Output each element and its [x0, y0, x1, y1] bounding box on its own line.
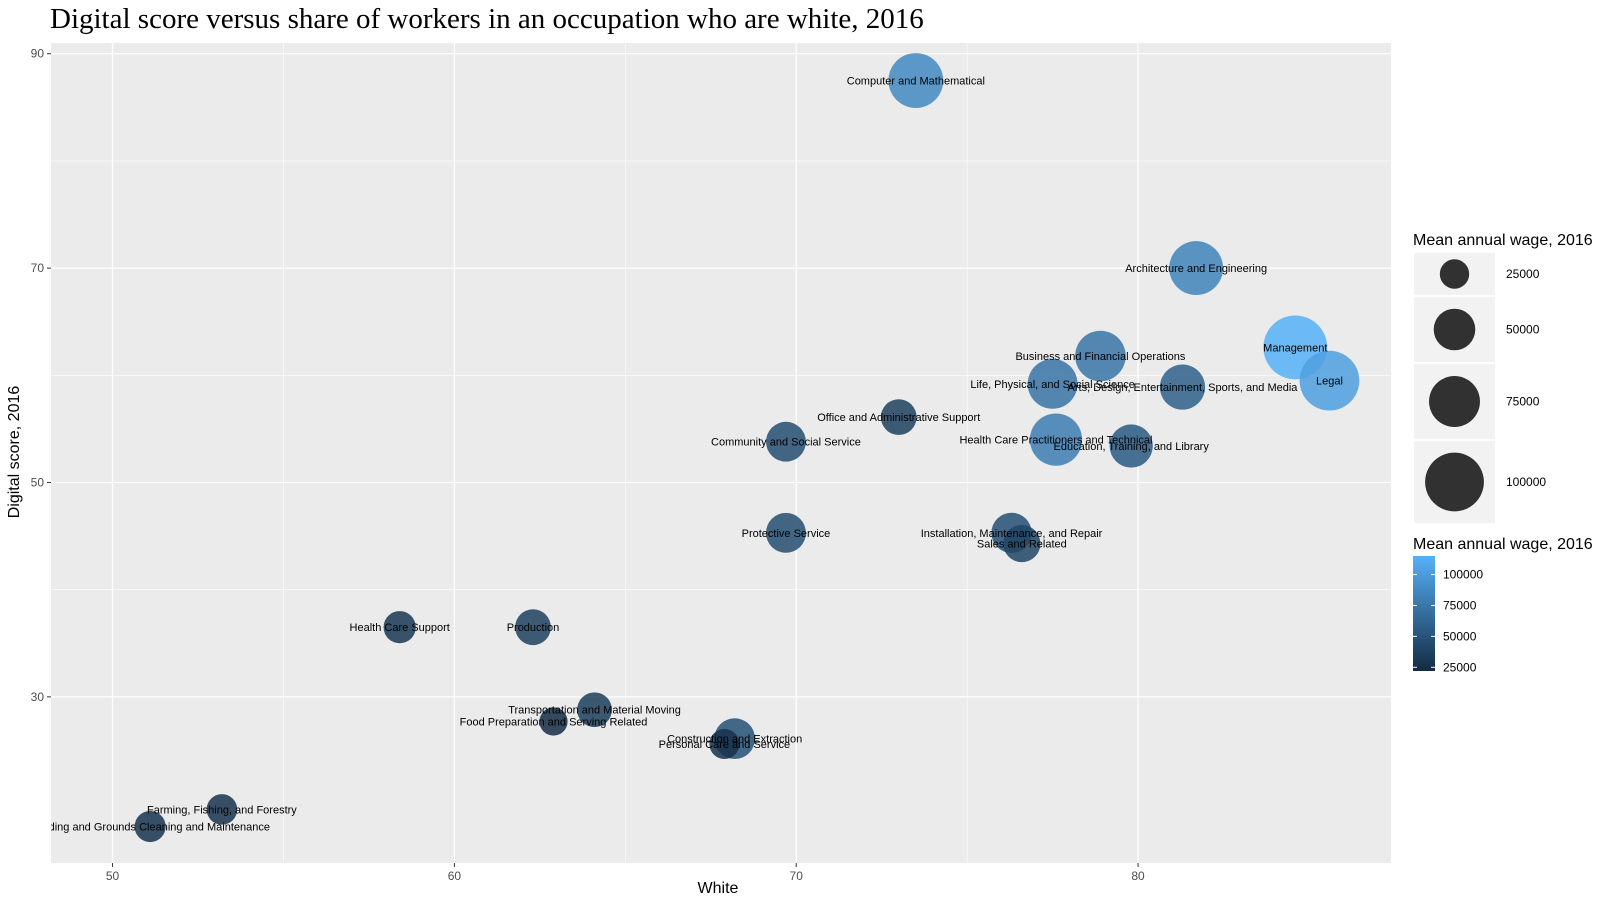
y-axis-title: Digital score, 2016 [6, 386, 23, 519]
color-legend: Mean annual wage, 2016 100000 75000 50000 2… [1413, 536, 1593, 674]
size-legend-circle [1439, 259, 1470, 289]
data-point-label: Production [507, 622, 560, 634]
data-points [134, 53, 1360, 843]
data-point-label: Legal [1316, 376, 1343, 388]
size-legend-circle [1425, 452, 1484, 512]
y-tick-label: 90 [31, 47, 45, 61]
y-tick-label: 70 [31, 261, 45, 275]
size-legend-circle [1429, 376, 1480, 427]
x-tick-label: 50 [106, 869, 120, 883]
x-tick-label: 70 [790, 869, 804, 883]
y-tick-label: 30 [31, 690, 45, 704]
data-point [1159, 364, 1206, 410]
data-point-label: Community and Social Service [711, 437, 861, 449]
x-tick-label: 60 [448, 869, 462, 883]
data-point [1029, 413, 1083, 466]
data-point [539, 707, 568, 736]
data-point [134, 810, 166, 843]
data-point-label: Architecture and Engineering [1125, 263, 1267, 275]
data-point-label: Education, Training, and Library [1054, 441, 1210, 453]
x-axis: 50 60 70 80 [106, 863, 1145, 883]
data-point [888, 53, 944, 108]
data-point [880, 399, 917, 435]
y-tick-label: 50 [31, 475, 45, 489]
chart-title: Digital score versus share of workers in… [50, 3, 924, 35]
data-point-label: Health Care Support [350, 622, 450, 634]
data-point-label: Computer and Mathematical [847, 76, 985, 88]
size-legend-title: Mean annual wage, 2016 [1413, 232, 1593, 249]
color-legend-label: 25000 [1443, 660, 1477, 674]
data-point-label: Transportation and Material Moving [508, 705, 681, 717]
data-point-label: Office and Administrative Support [817, 412, 980, 424]
data-point [383, 611, 416, 644]
color-legend-title: Mean annual wage, 2016 [1413, 536, 1593, 553]
data-point [1299, 350, 1360, 411]
data-point [1003, 524, 1041, 563]
data-point-label: Protective Service [742, 528, 831, 540]
point-labels: Computer and Mathematical Architecture an… [30, 76, 1343, 834]
data-point-label: Food Preparation and Serving Related [460, 717, 648, 729]
data-point-label: Health Care Practitioners and Technical [959, 435, 1152, 447]
color-legend-bar [1413, 556, 1435, 671]
data-point-label: Building and Grounds Cleaning and Mainte… [30, 822, 270, 834]
color-legend-label: 50000 [1443, 629, 1477, 643]
data-point-label: Life, Physical, and Social Science [970, 379, 1134, 391]
size-legend-circle [1433, 308, 1476, 351]
data-point-label: Personal Care and Service [659, 739, 790, 751]
x-tick-label: 80 [1131, 869, 1145, 883]
size-legend-label: 25000 [1506, 267, 1540, 281]
y-axis: 30 50 70 90 [31, 47, 51, 704]
size-legend-label: 50000 [1506, 323, 1540, 337]
data-point [1027, 358, 1078, 409]
data-point-label: Management [1263, 342, 1327, 354]
data-point [1075, 330, 1126, 382]
data-point [577, 692, 612, 728]
color-legend-label: 100000 [1443, 568, 1483, 582]
data-point-label: Construction and Extraction [667, 734, 802, 746]
data-point [1109, 424, 1153, 468]
data-point [709, 729, 740, 760]
data-point [766, 421, 806, 462]
data-point-label: Arts, Design, Entertainment, Sports, and… [1068, 382, 1299, 394]
size-legend-label: 75000 [1506, 395, 1540, 409]
data-point [766, 512, 806, 553]
data-point-label: Installation, Maintenance, and Repair [921, 528, 1103, 540]
data-point-label: Farming, Fishing, and Forestry [147, 804, 297, 816]
size-legend-label: 100000 [1506, 475, 1546, 489]
data-point-label: Sales and Related [977, 539, 1067, 551]
data-point [515, 609, 551, 646]
x-axis-title: White [698, 880, 739, 897]
data-point [1169, 241, 1224, 296]
data-point-label: Business and Financial Operations [1015, 351, 1185, 363]
size-legend: Mean annual wage, 2016 25000 50000 75000 10… [1412, 232, 1593, 525]
data-point [206, 794, 238, 825]
color-legend-label: 75000 [1443, 598, 1477, 612]
